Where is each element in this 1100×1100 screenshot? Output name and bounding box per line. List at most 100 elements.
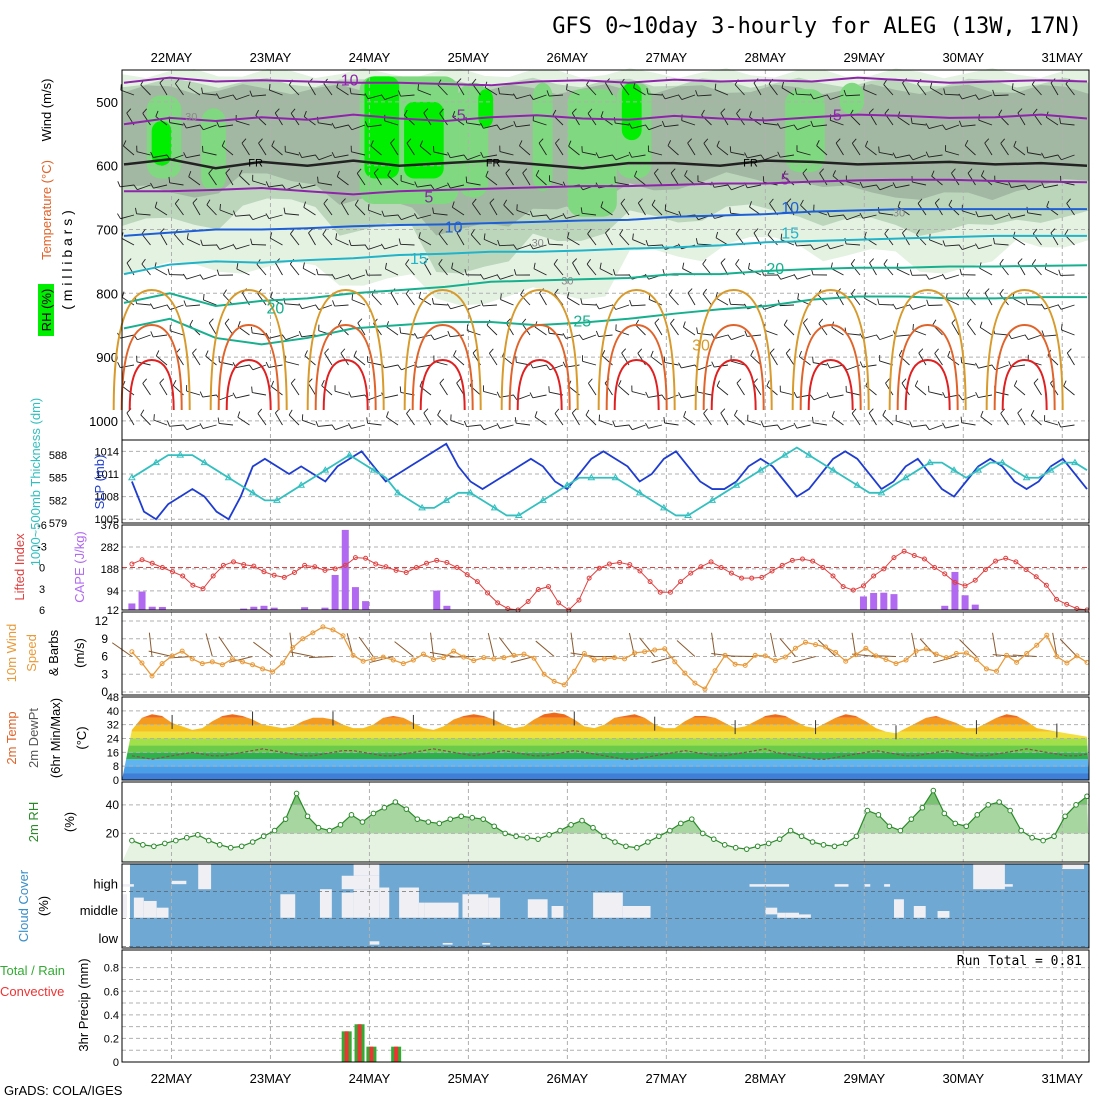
wind-barb <box>750 355 762 366</box>
warm-contour <box>314 323 377 411</box>
wind-barb <box>336 170 340 177</box>
wind-barb <box>324 352 333 366</box>
cloud-block <box>798 914 811 918</box>
wind-barb <box>588 378 593 384</box>
temperature-axis-label: Temperature (°C) <box>39 160 54 260</box>
rh2m-marker <box>634 844 640 851</box>
cape-bar <box>270 607 278 610</box>
wind-barb <box>1017 262 1026 276</box>
wind-speed-marker <box>169 653 175 659</box>
li-marker <box>606 561 612 567</box>
wind-barb <box>381 210 385 217</box>
rh2m-marker <box>590 824 596 831</box>
cape-bar <box>331 574 339 610</box>
minmax-axis-label: (6hr Min/Max) <box>48 698 63 778</box>
contour-label: 15 <box>781 226 799 243</box>
wind-barb <box>562 213 567 219</box>
li-marker <box>424 560 430 566</box>
wind-barb <box>748 262 751 269</box>
li-marker <box>322 567 328 573</box>
contour-label: 5 <box>781 171 790 188</box>
wind-barb <box>549 180 564 186</box>
wind-barb <box>664 94 679 100</box>
wind-barb <box>303 110 307 117</box>
wind-barb <box>154 267 168 276</box>
wind-barb <box>268 84 271 91</box>
wind-barb <box>335 233 338 240</box>
wind-barb <box>456 382 465 396</box>
wind-speed-marker <box>1014 659 1020 665</box>
wind-barb <box>400 180 415 186</box>
li-marker <box>627 562 633 568</box>
wind-barb <box>729 207 732 214</box>
rh2m-band <box>122 790 1089 805</box>
warm-contour <box>702 323 765 411</box>
wind-barb <box>654 318 660 324</box>
temp-tick-label: 40 <box>107 706 119 718</box>
wind-barb <box>943 88 946 95</box>
wind-barb <box>496 422 501 429</box>
wind-barb <box>406 142 415 156</box>
wind-barb <box>533 268 547 276</box>
wind-barb <box>1066 348 1072 354</box>
wind-barb <box>879 152 894 156</box>
wind-speed-marker <box>1044 632 1050 638</box>
wind-barb <box>1012 237 1026 246</box>
wind-barb <box>235 364 250 369</box>
wind-barb <box>918 348 924 354</box>
wind-barb <box>485 176 498 186</box>
wind-barb <box>401 364 415 371</box>
wind-barb <box>285 303 300 306</box>
li-marker <box>525 599 531 604</box>
wind-barb <box>925 123 930 129</box>
rh2m-marker <box>535 836 541 842</box>
wind-barb <box>237 321 241 327</box>
wind-barb <box>549 94 564 97</box>
wind-barb <box>678 392 682 398</box>
wind-barb <box>582 360 597 366</box>
thickness-marker <box>877 488 886 496</box>
wind-barb <box>1057 421 1062 428</box>
wind-barb <box>582 212 597 216</box>
wind-barb <box>582 151 597 156</box>
wind-barb <box>546 90 550 97</box>
wind-barb <box>216 121 220 128</box>
cape-tick-label: 12 <box>107 605 119 617</box>
wind-barb <box>547 327 550 334</box>
thickness-marker <box>1071 458 1079 466</box>
thickness-marker <box>539 496 547 503</box>
wind-barb <box>611 154 617 161</box>
wind-barb <box>831 416 844 426</box>
cape-bar <box>250 606 258 610</box>
li-marker <box>485 590 491 596</box>
wind-speed-marker <box>250 662 256 668</box>
thickness-marker <box>974 466 983 473</box>
wind-barb <box>572 258 578 264</box>
wind-barb <box>782 175 795 186</box>
thickness-marker <box>1022 473 1031 481</box>
wind-barb <box>932 319 937 326</box>
wind-barb <box>232 392 237 399</box>
contour-label: 20 <box>267 300 285 317</box>
wind-barb <box>914 380 919 387</box>
li-marker <box>993 558 999 564</box>
wind-barb <box>257 293 267 306</box>
wind-barb <box>529 94 534 100</box>
wind-barb <box>136 361 151 366</box>
thickness-marker <box>393 488 402 496</box>
wind-barb <box>489 348 494 354</box>
wind-barb <box>192 348 197 354</box>
wind-barb <box>914 385 927 396</box>
wind-barb <box>651 204 663 216</box>
thickness-tick-label: 582 <box>49 495 67 507</box>
wind-barb <box>488 353 498 366</box>
li-marker <box>942 571 948 577</box>
wind-barb <box>520 294 531 306</box>
wind-barb <box>562 361 567 368</box>
li-marker <box>789 557 795 563</box>
wind-barb <box>581 303 597 306</box>
wind-barb <box>516 422 531 426</box>
cape-bar <box>971 604 979 610</box>
wind-barb <box>749 111 752 118</box>
wind-barb <box>785 353 795 366</box>
